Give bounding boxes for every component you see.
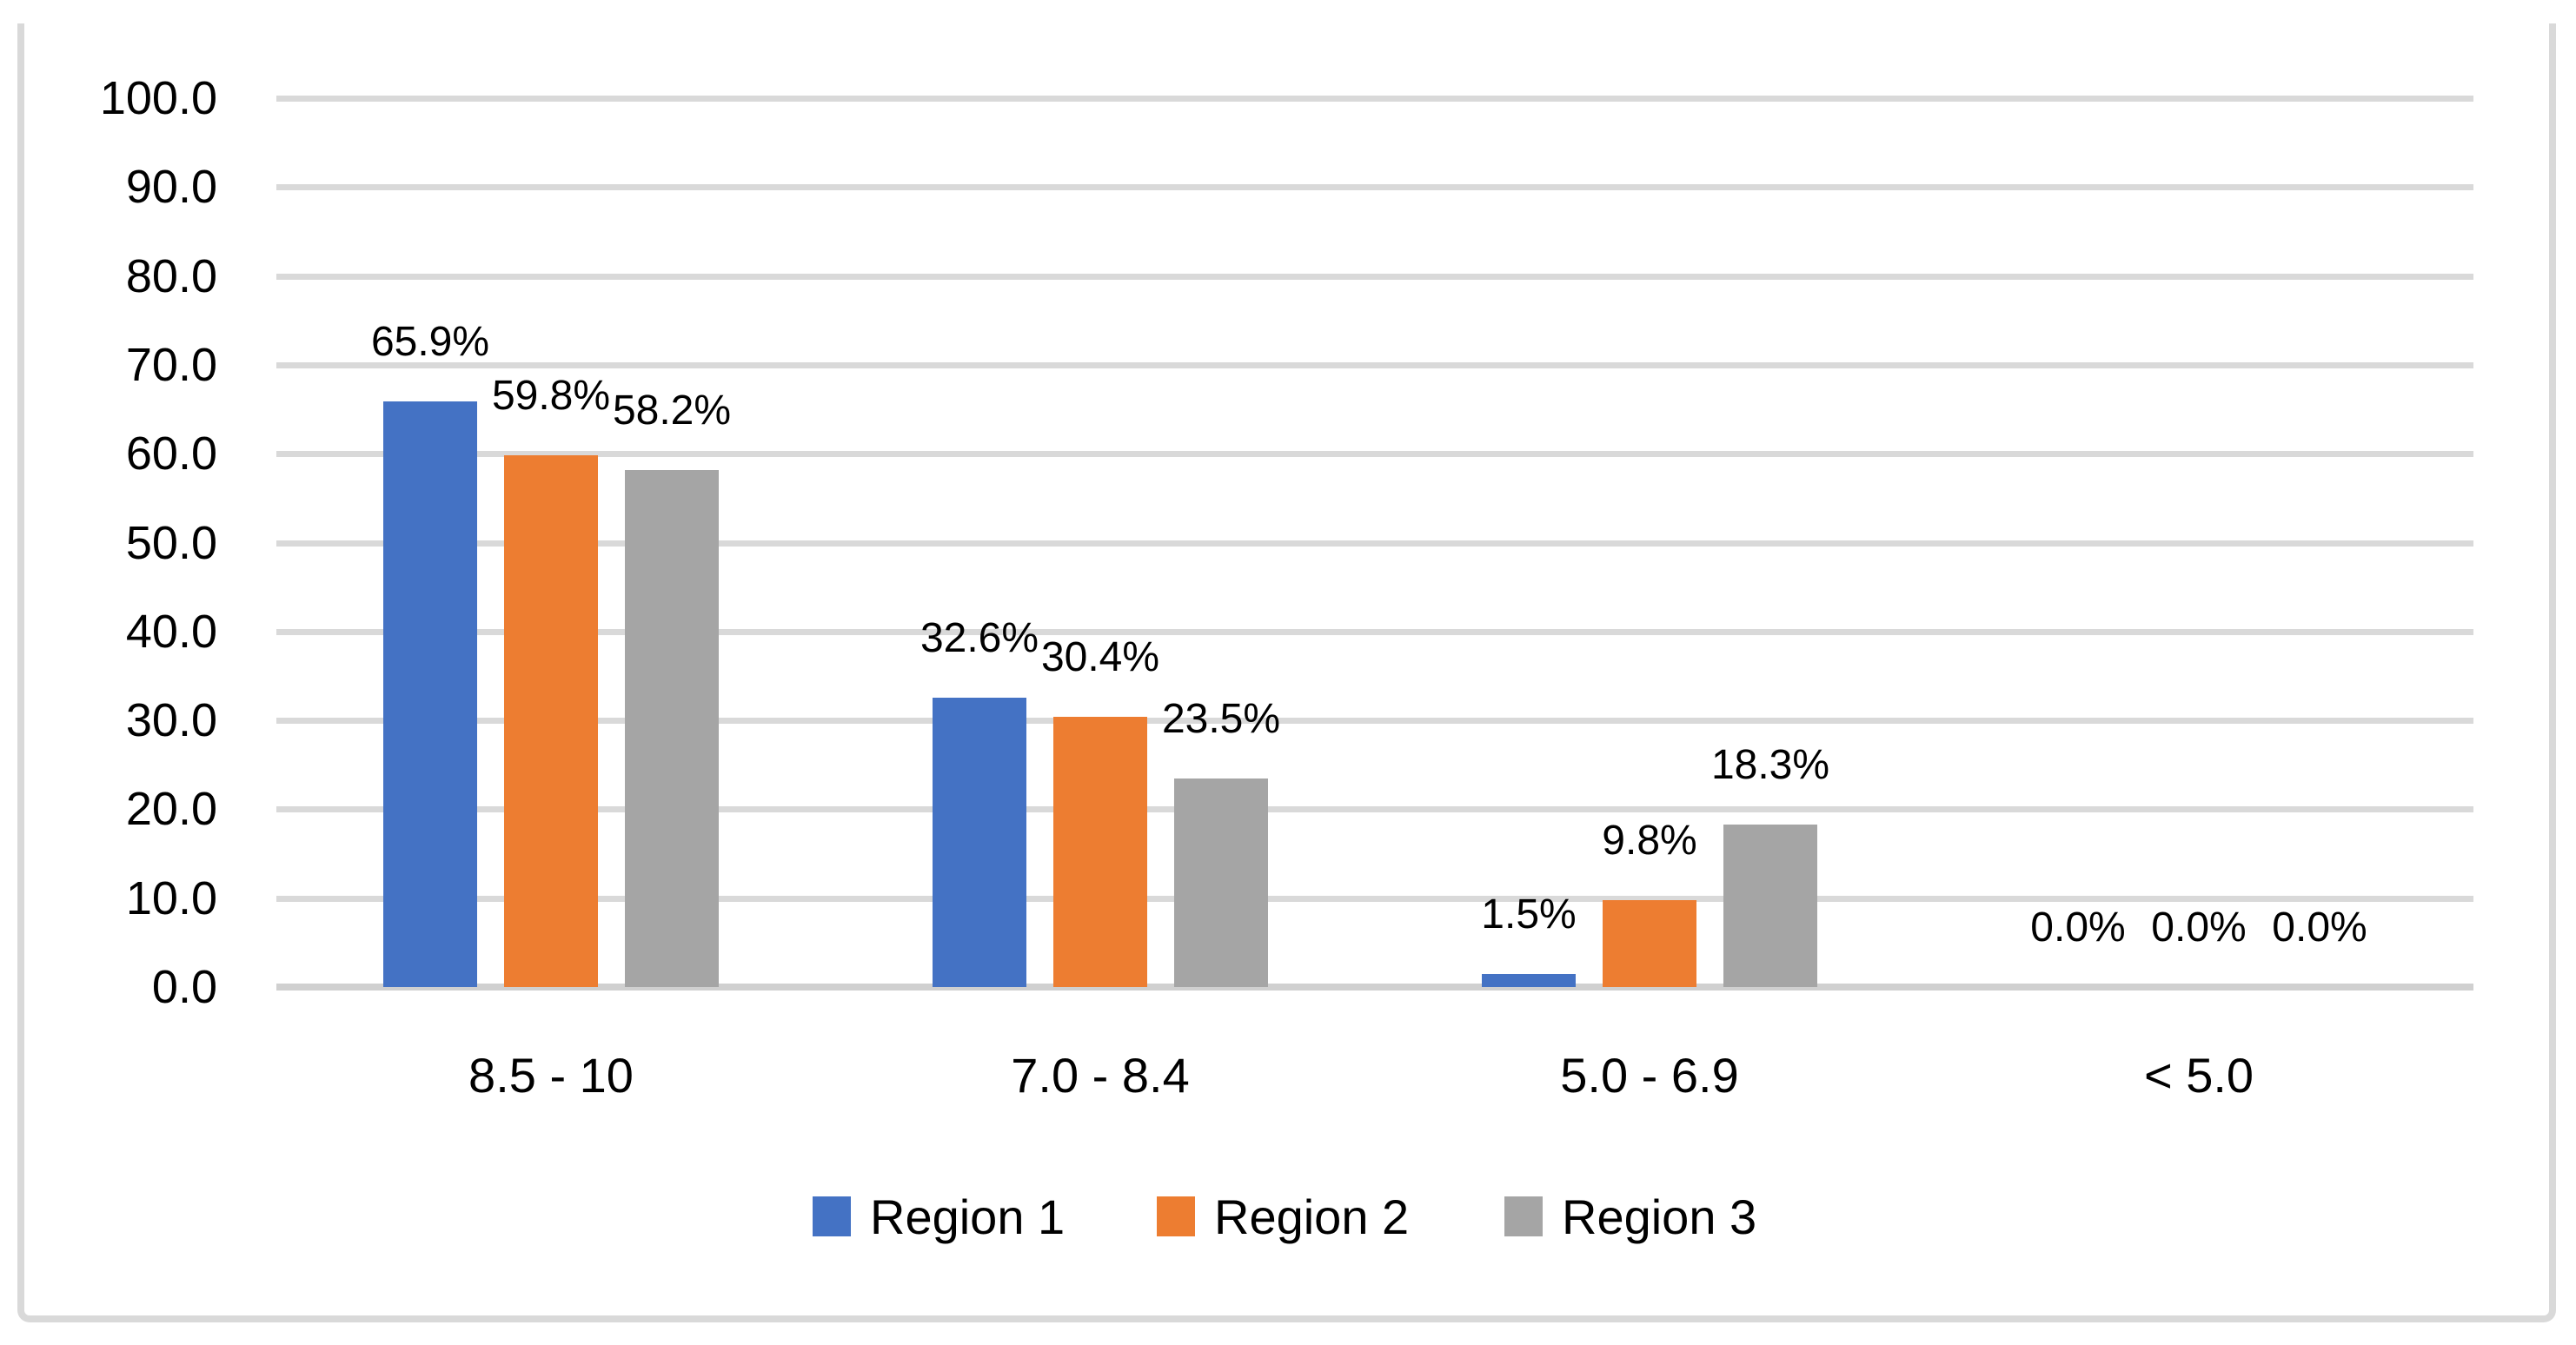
gridline [276,96,2473,102]
category-label: 8.5 - 10 [468,1048,634,1103]
gridline [276,184,2473,190]
legend-item-region-3: Region 3 [1504,1182,1756,1251]
data-label: 18.3% [1710,742,1830,788]
legend-swatch [1504,1196,1543,1236]
bar-region-3 [1723,825,1817,987]
legend-item-region-1: Region 1 [813,1182,1065,1251]
bar-region-1 [933,698,1026,987]
legend-label: Region 2 [1214,1189,1410,1244]
y-tick-label: 80.0 [125,250,217,302]
y-tick-label: 90.0 [125,161,217,213]
legend-swatch [1157,1196,1195,1236]
y-tick-label: 40.0 [125,606,217,658]
data-label: 0.0% [2272,904,2367,951]
y-tick-label: 20.0 [125,783,217,835]
data-label: 59.8% [491,373,611,419]
legend-label: Region 3 [1562,1189,1757,1244]
y-tick-label: 70.0 [125,339,217,391]
category-label: 5.0 - 6.9 [1560,1048,1739,1103]
data-label: 23.5% [1161,696,1281,742]
data-label: 65.9% [370,319,490,365]
gridline [276,362,2473,368]
gridline [276,274,2473,280]
data-label: 30.4% [1040,634,1160,680]
y-tick-label: 100.0 [99,72,217,124]
data-label: 0.0% [2151,904,2247,951]
legend-swatch [813,1196,851,1236]
bar-region-2 [504,455,598,987]
data-label: 32.6% [920,615,1039,661]
y-tick-label: 30.0 [125,694,217,746]
bar-region-3 [1174,779,1268,987]
bar-region-1 [1482,974,1576,987]
legend-item-region-2: Region 2 [1157,1182,1409,1251]
gridline [276,540,2473,547]
gridline [276,629,2473,635]
gridline [276,718,2473,724]
bar-region-2 [1603,900,1696,987]
category-label: 7.0 - 8.4 [1011,1048,1190,1103]
bar-region-1 [383,401,477,987]
y-tick-label: 50.0 [125,517,217,569]
legend-label: Region 1 [870,1189,1066,1244]
y-tick-label: 60.0 [125,427,217,480]
category-label: < 5.0 [2143,1048,2254,1103]
gridline [276,896,2473,902]
data-label: 58.2% [612,388,732,434]
bar-region-2 [1053,717,1147,987]
data-label: 9.8% [1602,818,1697,864]
data-label: 0.0% [2030,904,2126,951]
gridline [276,451,2473,457]
data-label: 1.5% [1481,891,1577,938]
gridline [276,806,2473,812]
y-tick-label: 10.0 [125,872,217,924]
chart-border [17,23,2556,1322]
y-tick-label: 0.0 [151,961,217,1013]
x-axis-line [276,984,2473,991]
bar-region-3 [625,470,719,987]
